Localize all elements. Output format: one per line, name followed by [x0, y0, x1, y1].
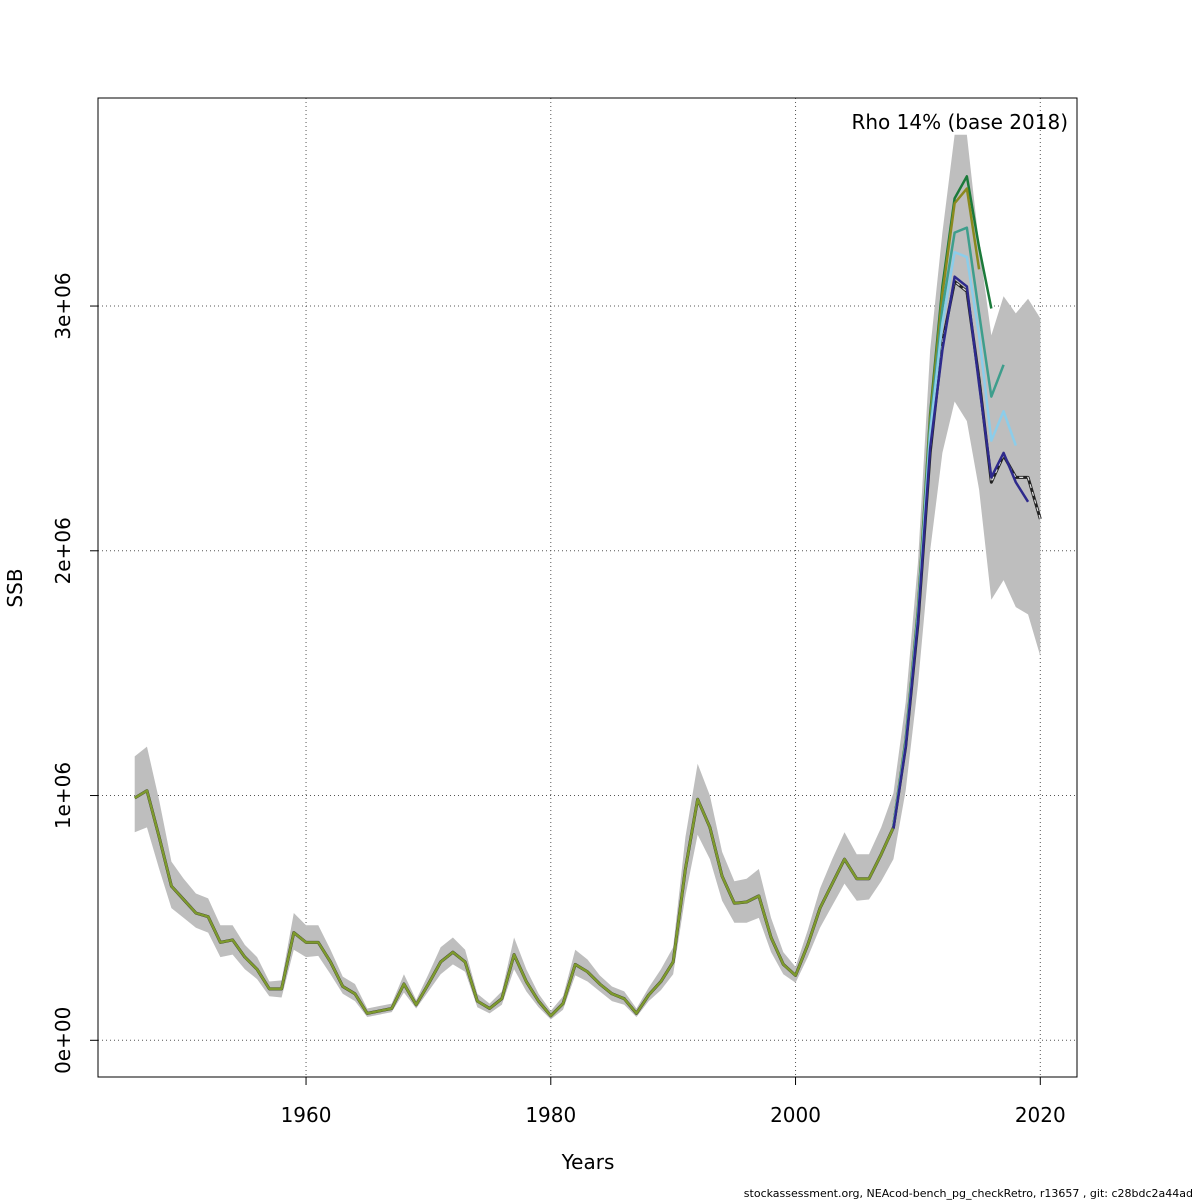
axis-layer: 1960 1980 2000 2020 0e+00 1e+06 2e+06 3e+06 — [51, 272, 1066, 1127]
plot-frame — [97, 97, 1078, 1078]
y-tick-label: 1e+06 — [51, 762, 75, 829]
y-tick-label: 2e+06 — [51, 517, 75, 584]
series-layer — [133, 175, 1042, 1018]
y-tick-label: 3e+06 — [51, 272, 75, 339]
confidence-band-layer — [134, 134, 1041, 1020]
grid-layer — [98, 98, 1077, 1077]
retro-overlap-line — [134, 789, 895, 1018]
confidence-band — [134, 134, 1041, 1020]
x-tick-label: 2000 — [770, 1103, 821, 1127]
x-tick-label: 1980 — [525, 1103, 576, 1127]
x-axis-label: Years — [561, 1150, 615, 1174]
base-series-line — [133, 280, 1042, 1018]
rho-annotation: Rho 14% (base 2018) — [851, 110, 1068, 134]
x-tick-label: 1960 — [281, 1103, 332, 1127]
y-tick-label: 0e+00 — [51, 1007, 75, 1074]
x-tick-label: 2020 — [1015, 1103, 1066, 1127]
footer-note: stockassessment.org, NEAcod-bench_pg_che… — [744, 1187, 1193, 1200]
y-axis-label: SSB — [3, 568, 27, 607]
retro-series-line-5 — [892, 275, 1030, 829]
